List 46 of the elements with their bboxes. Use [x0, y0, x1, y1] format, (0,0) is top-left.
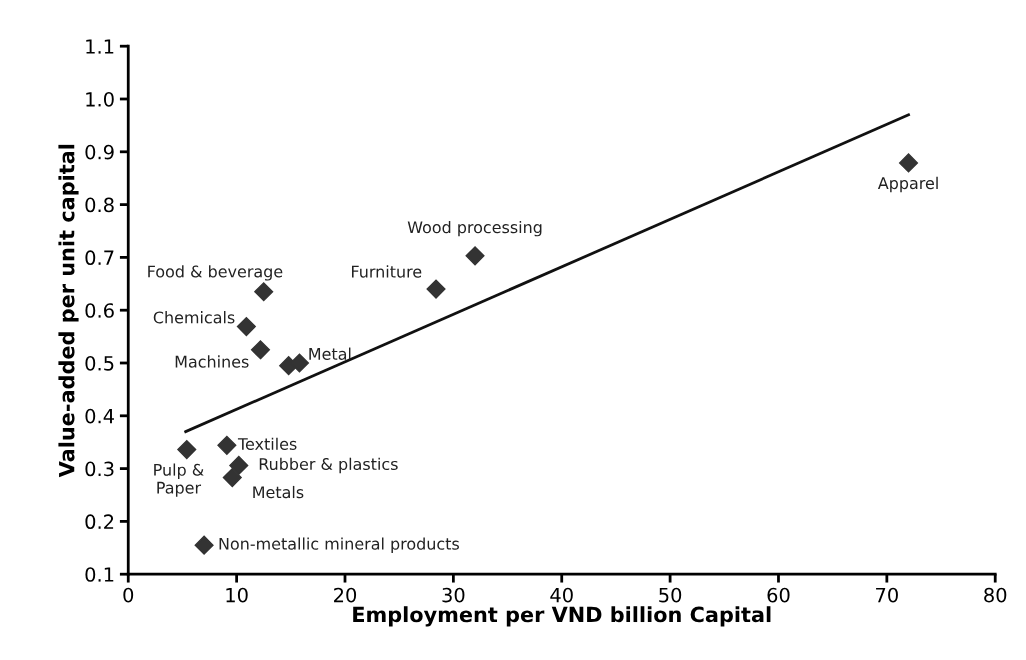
x-tick-label: 10: [226, 587, 248, 603]
x-tick-label: 80: [984, 587, 1007, 603]
annotation: Furniture: [352, 265, 422, 278]
y-tick-label: 0.9: [85, 144, 114, 160]
annotation: Textiles: [237, 437, 297, 450]
annotation: Apparel: [877, 176, 938, 193]
y-tick-label: 0.3: [85, 461, 114, 477]
x-tick-label: 40: [550, 587, 573, 603]
y-tick-label: 0.5: [85, 355, 114, 371]
point: [194, 535, 214, 555]
y-tick-label: 1.1: [86, 39, 114, 54]
y-tick-label: 1.0: [86, 91, 114, 107]
annotation: Chemicals: [153, 311, 235, 324]
y-tick-label: 0.8: [85, 197, 114, 213]
point: [254, 282, 274, 302]
point: [222, 468, 242, 488]
x-tick-label: 60: [767, 587, 790, 603]
y-tick-label: 0.1: [85, 567, 114, 582]
point: [229, 455, 249, 475]
annotation: Rubber & plastics: [259, 457, 398, 474]
y-axis-title: Value-added per unit capital: [58, 144, 79, 478]
x-tick-label: 30: [442, 587, 465, 603]
annotation: Metal: [309, 347, 351, 360]
annotation: Wood processing: [407, 220, 542, 237]
point: [236, 317, 256, 337]
point: [465, 246, 485, 266]
y-tick-label: 0.4: [85, 408, 114, 424]
point: [289, 353, 310, 373]
x-axis-title: Employment per VND billion Capital: [353, 606, 771, 627]
point: [898, 153, 919, 173]
y-tick-label: 0.6: [85, 303, 114, 318]
annotation: Food & beverage: [148, 265, 283, 281]
y-tick-label: 0.2: [85, 514, 114, 530]
annotation: Metals: [253, 485, 304, 499]
x-tick-label: 20: [334, 587, 357, 603]
x-tick-label: 0: [123, 587, 134, 603]
annotation: Machines: [175, 355, 249, 368]
point: [217, 435, 237, 455]
point: [250, 340, 270, 360]
point: [177, 440, 197, 460]
x-tick-label: 50: [659, 587, 682, 603]
annotation: Non-metallic mineral products: [219, 537, 459, 553]
point: [426, 279, 446, 299]
annotation: Pulp & Paper: [154, 463, 204, 497]
x-tick-label: 70: [876, 587, 898, 603]
y-tick-label: 0.7: [85, 250, 114, 266]
